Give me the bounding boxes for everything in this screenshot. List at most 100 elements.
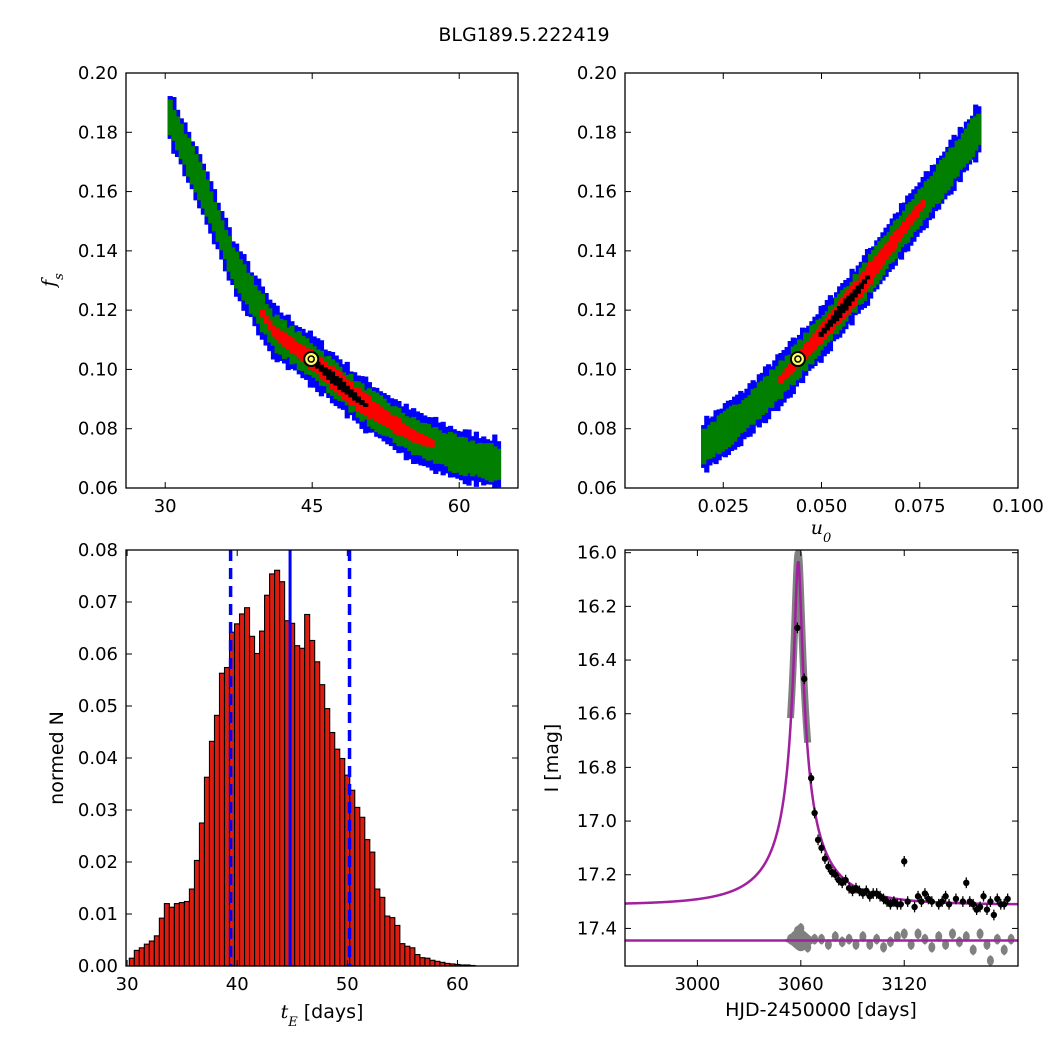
histogram-bar <box>133 949 140 967</box>
light-curve-layer <box>625 550 1018 966</box>
green-cell <box>766 375 772 408</box>
green-cell <box>957 139 963 170</box>
y-tick-label: 0.14 <box>577 241 617 262</box>
histogram-bar <box>203 776 211 967</box>
green-cell <box>226 236 232 272</box>
red-cell <box>274 328 280 340</box>
histogram-bar <box>394 924 401 967</box>
y-tick-label: 0.12 <box>577 300 617 321</box>
y-tick-label: 0.01 <box>78 904 118 925</box>
red-cell <box>781 372 787 381</box>
black-cell <box>333 376 339 386</box>
red-cell <box>267 320 273 331</box>
y-tick-label: 0.00 <box>78 956 118 977</box>
histogram-bar <box>153 935 160 967</box>
green-cell <box>248 275 254 314</box>
green-cell <box>945 152 951 191</box>
black-cell <box>352 392 358 401</box>
data-point <box>818 844 825 852</box>
statistic-lines <box>228 550 352 966</box>
green-cell <box>488 443 494 483</box>
red-cell <box>790 360 796 372</box>
red-cell <box>895 228 902 243</box>
black-confidence-region <box>307 356 369 407</box>
x-tick-label: 0.025 <box>697 496 749 517</box>
histogram-bar <box>384 915 391 967</box>
histogram-bar <box>379 896 386 967</box>
x-tick-label: 40 <box>226 974 249 995</box>
green-cell <box>942 157 948 194</box>
y-tick-label: 0.02 <box>78 852 118 873</box>
black-cell <box>824 323 830 331</box>
histogram-bar <box>264 594 271 967</box>
black-cell <box>861 279 868 285</box>
histogram-bar <box>148 940 155 967</box>
histogram-bar <box>269 573 276 967</box>
green-cell <box>245 272 251 305</box>
green-cell <box>473 443 479 475</box>
histogram-bar <box>414 954 421 967</box>
green-cell <box>722 410 728 450</box>
residual-point <box>893 931 901 942</box>
green-cell <box>193 154 199 193</box>
red-cell <box>880 248 886 265</box>
residual-point <box>942 939 950 950</box>
histogram-bar <box>198 822 206 967</box>
y-axis-label: I [mag] <box>541 724 563 793</box>
histogram-bar <box>254 652 261 967</box>
red-cell <box>300 344 306 363</box>
green-cell <box>237 259 243 294</box>
green-cell <box>744 397 750 428</box>
red-cell <box>366 396 372 419</box>
green-cell <box>233 251 240 289</box>
black-confidence-region <box>818 275 871 337</box>
black-cell <box>858 282 864 289</box>
residual-point <box>824 939 832 950</box>
residual-point <box>859 931 867 942</box>
y-tick-label: 0.16 <box>78 182 118 203</box>
data-point <box>821 855 829 862</box>
red-cell <box>874 256 880 274</box>
confidence-regions <box>167 96 502 488</box>
residual-point <box>983 939 991 950</box>
y-tick-label: 0.04 <box>78 748 118 769</box>
panel-u0-vs-fs: 0.06 0.08 0.10 0.12 0.14 0.16 0.18 0.20 0.025 0.0… <box>577 63 1044 546</box>
data-point <box>921 890 929 897</box>
black-cell <box>318 364 325 372</box>
red-cell <box>425 438 432 447</box>
x-tick-label: 3120 <box>881 974 927 995</box>
black-cell <box>344 385 350 395</box>
y-tick-label: 0.12 <box>78 300 118 321</box>
histogram-bar <box>233 623 241 967</box>
y-tick-label: 17.4 <box>577 918 617 939</box>
red-cell <box>889 235 895 253</box>
green-cell <box>710 421 716 458</box>
y-tick-label: 0.05 <box>78 696 118 717</box>
data-point <box>1001 901 1008 908</box>
plot-frame <box>125 72 519 489</box>
black-cell <box>359 400 365 405</box>
residual-point <box>962 931 970 942</box>
data-point <box>938 898 946 905</box>
black-cell <box>864 275 871 280</box>
data-point <box>928 898 936 905</box>
green-cell <box>750 389 756 425</box>
red-cell <box>396 418 402 436</box>
green-cell <box>951 147 957 179</box>
black-cell <box>329 371 336 384</box>
black-cell <box>849 292 855 302</box>
black-cell <box>326 369 332 380</box>
x-tick-label: 3060 <box>778 974 824 995</box>
green-cell <box>725 408 732 448</box>
green-cell <box>436 430 443 464</box>
histogram-bar <box>334 748 341 967</box>
x-tick-label: 30 <box>154 496 177 517</box>
red-cell <box>418 434 424 445</box>
data-point <box>825 863 832 870</box>
red-cell <box>815 329 821 346</box>
histogram-bar <box>248 635 256 967</box>
green-cell <box>186 137 192 177</box>
green-cell <box>741 400 747 432</box>
y-tick-label: 0.08 <box>78 419 118 440</box>
green-cell <box>174 116 181 151</box>
